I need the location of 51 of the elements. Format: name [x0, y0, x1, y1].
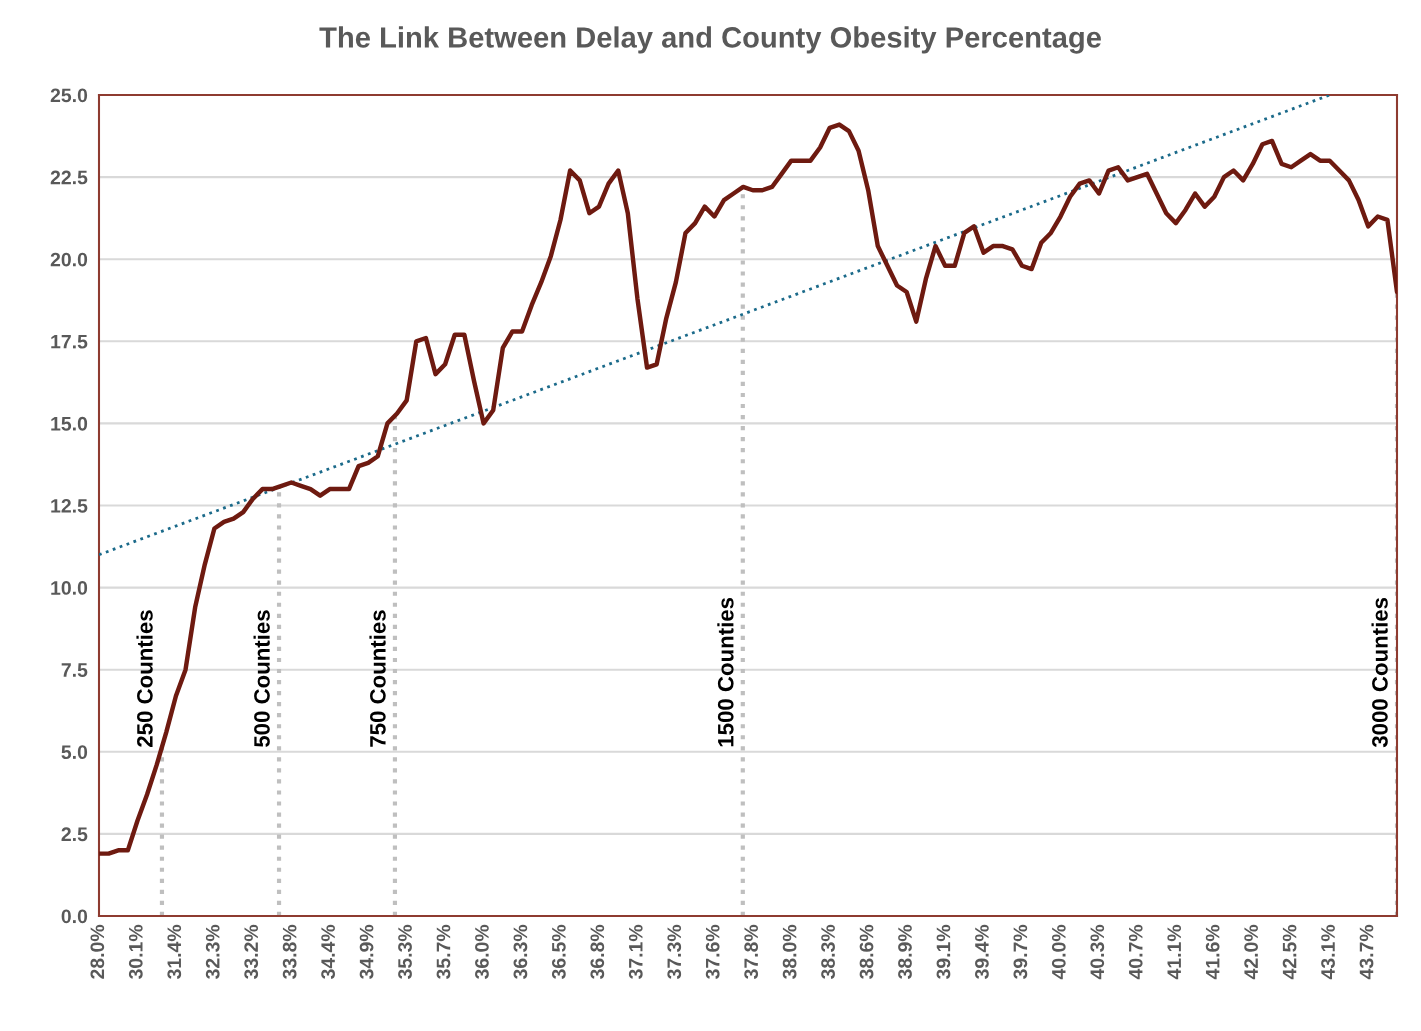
y-tick-label: 15.0: [51, 416, 88, 431]
x-tick-label: 43.1%: [1321, 924, 1335, 980]
y-tick-label: 17.5: [51, 334, 88, 349]
x-tick-label: 36.0%: [475, 924, 489, 980]
annotation: 1500 Counties: [717, 597, 734, 747]
annotation: 500 Counties: [253, 610, 270, 748]
x-tick-label: 43.7%: [1359, 924, 1374, 980]
x-tick-label: 36.8%: [590, 924, 605, 980]
x-tick-label: 39.7%: [1013, 924, 1028, 980]
x-tick-label: 37.1%: [628, 924, 643, 980]
x-tick-label: 36.5%: [551, 924, 566, 980]
annotation: 250 Counties: [136, 610, 153, 747]
x-tick-label: 37.6%: [705, 924, 720, 980]
chart-title: The Link Between Delay and County Obesity Percentage: [319, 26, 1101, 54]
annotation: 750 Counties: [369, 610, 386, 747]
x-tick-label: 33.2%: [244, 924, 259, 980]
annotation: 3000 Counties: [1371, 597, 1388, 748]
y-tick-label: 5.0: [61, 745, 88, 760]
x-tick-label: 38.9%: [898, 924, 912, 980]
x-tick-label: 34.4%: [321, 924, 335, 980]
y-tick-label: 0.0: [61, 909, 88, 924]
x-tick-label: 42.0%: [1244, 924, 1258, 980]
x-tick-label: 40.3%: [1090, 924, 1105, 980]
x-tick-label: 38.0%: [782, 924, 797, 980]
y-tick-label: 2.5: [61, 827, 88, 842]
x-tick-label: 30.1%: [128, 924, 143, 980]
y-tick-label: 20.0: [50, 252, 88, 267]
x-tick-label: 34.9%: [359, 924, 374, 980]
x-tick-label: 39.1%: [936, 924, 951, 980]
x-tick-label: 37.8%: [744, 924, 759, 980]
y-tick-label: 7.5: [61, 663, 88, 677]
x-tick-label: 38.3%: [821, 924, 835, 980]
x-tick-label: 40.7%: [1128, 924, 1143, 980]
x-tick-label: 41.6%: [1205, 924, 1220, 980]
x-tick-label: 38.6%: [859, 924, 874, 980]
x-tick-label: 36.3%: [513, 924, 528, 980]
x-tick-label: 39.4%: [975, 924, 989, 980]
x-tick-label: 40.0%: [1051, 924, 1066, 980]
y-tick-label: 22.5: [50, 170, 88, 185]
x-tick-label: 42.5%: [1282, 924, 1297, 980]
x-tick-label: 28.0%: [90, 924, 105, 979]
x-tick-label: 32.3%: [205, 924, 220, 980]
x-tick-label: 41.1%: [1167, 924, 1182, 980]
y-tick-label: 10.0: [51, 581, 88, 595]
y-tick-label: 25.0: [50, 88, 88, 103]
x-tick-label: 37.3%: [667, 924, 682, 980]
x-tick-label: 33.8%: [282, 924, 297, 980]
x-tick-label: 35.7%: [436, 924, 451, 980]
x-tick-label: 31.4%: [167, 924, 182, 980]
x-tick-label: 35.3%: [398, 924, 412, 980]
y-tick-label: 12.5: [51, 498, 88, 513]
